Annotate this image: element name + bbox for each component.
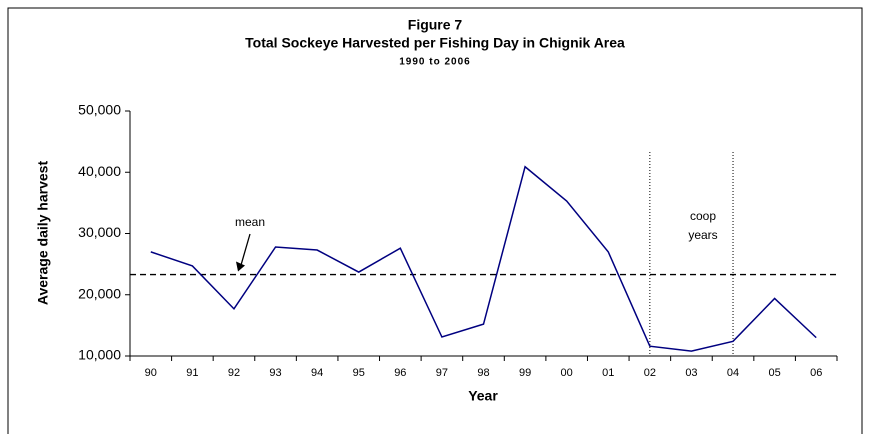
x-tick-label: 96	[394, 367, 406, 379]
y-tick-label: 30,000	[78, 224, 121, 240]
x-tick-label: 91	[186, 367, 198, 379]
x-tick-label: 93	[269, 367, 281, 379]
x-tick-label: 90	[145, 367, 157, 379]
x-tick-label: 04	[727, 367, 739, 379]
x-tick-label: 98	[477, 367, 489, 379]
chart-subsubtitle: 1990 to 2006	[399, 57, 471, 68]
x-axis-label: Year	[468, 388, 498, 404]
x-tick-label: 95	[353, 367, 365, 379]
chart-subtitle: Total Sockeye Harvested per Fishing Day …	[245, 35, 625, 51]
mean-label: mean	[235, 215, 265, 229]
x-tick-label: 00	[561, 367, 573, 379]
x-tick-label: 97	[436, 367, 448, 379]
x-tick-label: 92	[228, 367, 240, 379]
x-tick-label: 03	[685, 367, 697, 379]
y-tick-label: 20,000	[78, 285, 121, 301]
y-tick-label: 10,000	[78, 347, 121, 363]
x-tick-label: 05	[768, 367, 780, 379]
mean-arrow	[239, 233, 251, 269]
coop-label: years	[688, 228, 717, 242]
y-tick-label: 50,000	[78, 102, 121, 118]
x-tick-label: 02	[644, 367, 656, 379]
y-tick-label: 40,000	[78, 163, 121, 179]
x-tick-label: 99	[519, 367, 531, 379]
y-axis-label: Average daily harvest	[35, 161, 51, 306]
coop-label: coop	[690, 209, 716, 223]
chart-frame	[7, 7, 863, 434]
x-tick-label: 94	[311, 367, 323, 379]
x-tick-label: 06	[810, 367, 822, 379]
mean-arrowhead	[236, 261, 245, 272]
series-line	[150, 165, 817, 352]
chart-title: Figure 7	[408, 17, 463, 33]
x-tick-label: 01	[602, 367, 614, 379]
